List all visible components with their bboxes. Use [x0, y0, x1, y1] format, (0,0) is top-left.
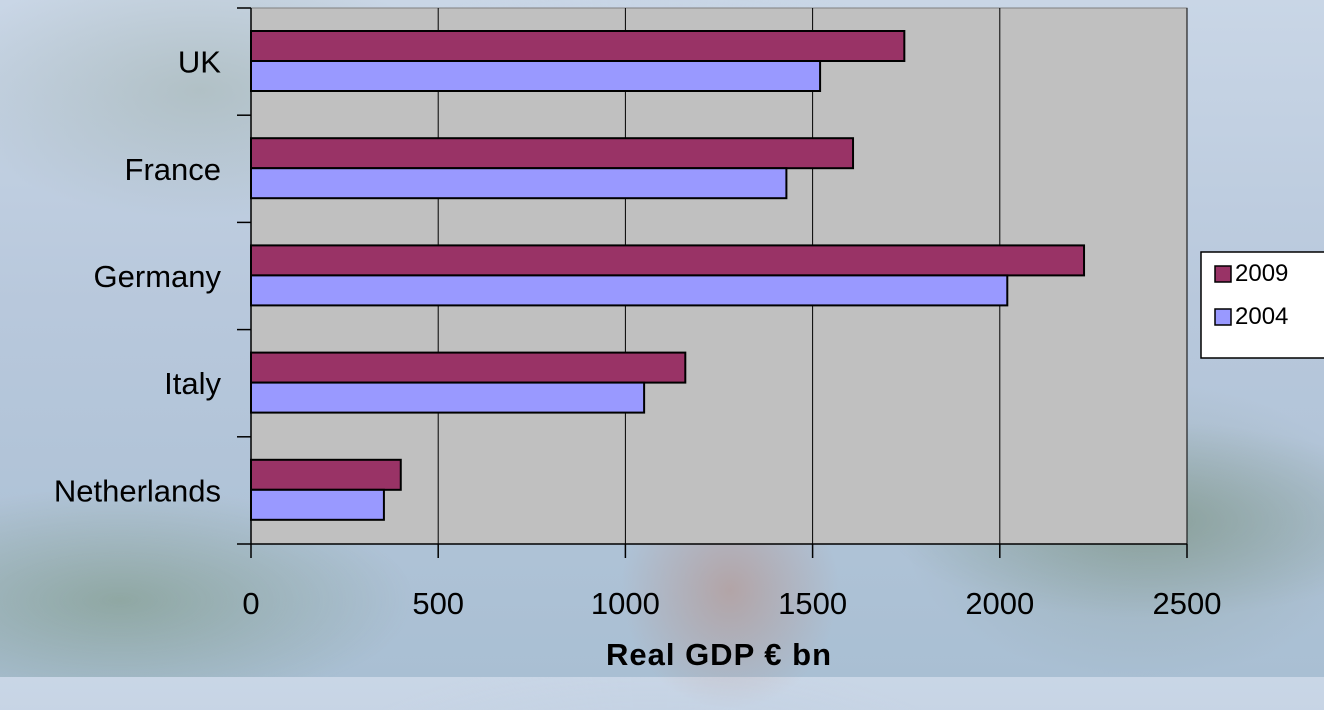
bar-chart: UK France Germany Italy Netherlands 0 500 1000… [54, 7, 1324, 672]
bar-france-2004 [250, 167, 788, 200]
bar-france-2009 [250, 137, 855, 170]
x-tick-labels: 0 500 1000 1500 2000 2500 [242, 586, 1221, 621]
x-tick-label: 1000 [591, 586, 660, 621]
bar-uk-2004 [250, 60, 822, 92]
axes [237, 7, 1188, 558]
x-tick-label: 2000 [965, 586, 1034, 621]
bar-germany-2004 [250, 274, 1009, 307]
category-label-germany: Germany [94, 259, 222, 294]
bar-uk-2009 [250, 30, 906, 62]
x-tick-label: 1500 [778, 586, 847, 621]
x-tick-label: 2500 [1153, 586, 1222, 621]
bar-netherlands-2009 [250, 458, 402, 491]
bar-italy-2009 [250, 351, 687, 384]
category-label-uk: UK [178, 45, 221, 80]
legend-swatch-2009 [1214, 265, 1232, 283]
bar-netherlands-2004 [250, 488, 385, 521]
category-label-italy: Italy [164, 366, 221, 401]
x-axis-title: Real GDP € bn [606, 637, 832, 672]
x-tick-label: 500 [412, 586, 464, 621]
category-label-france: France [125, 152, 221, 187]
legend-label-2009: 2009 [1235, 260, 1288, 287]
category-label-netherlands: Netherlands [54, 473, 221, 508]
legend-label-2004: 2004 [1235, 303, 1288, 330]
bar-italy-2004 [250, 381, 646, 414]
x-tick-label: 0 [242, 586, 259, 621]
legend: 2009 2004 [1200, 251, 1324, 359]
category-labels: UK France Germany Italy Netherlands [54, 45, 222, 509]
bar-germany-2009 [250, 244, 1086, 277]
legend-swatch-2004 [1214, 308, 1232, 326]
